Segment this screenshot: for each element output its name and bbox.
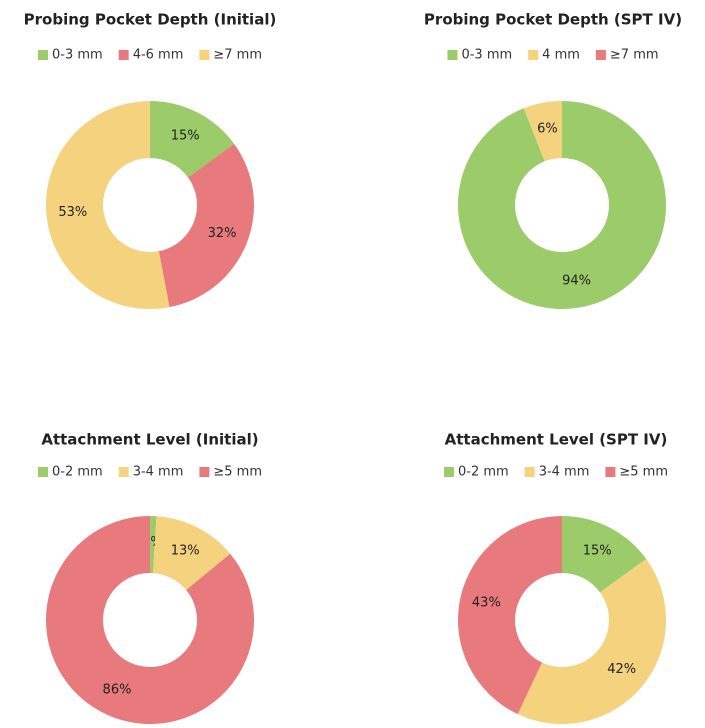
donut-slice [46,516,255,725]
legend-swatch [37,50,48,60]
legend: 0-3 mm 4 mm ≥7 mm [447,48,659,63]
legend: 0-2 mm 3-4 mm ≥5 mm [443,465,668,480]
data-label: 15% [583,543,612,558]
donut-slice [152,516,231,591]
data-label: 42% [607,662,636,677]
donut-chart: Probing Pocket Depth (SPT IV) 0-3 mm 4 mm ≥… [424,11,682,309]
legend-swatch [118,467,129,477]
donut-chart: Attachment Level (Initial) 0-2 mm 3-4 mm ≥5… [37,431,262,725]
data-label: 6% [537,121,558,136]
legend-swatch [595,50,606,60]
legend-label: 3-4 mm [539,465,590,480]
chart-title: Attachment Level (SPT IV) [445,431,668,449]
data-label: 86% [103,683,132,698]
donut-chart: Probing Pocket Depth (Initial) 0-3 mm 4-6 … [24,11,277,309]
legend-swatch [199,467,210,477]
legend-swatch [528,50,539,60]
legend-swatch [447,50,458,60]
donut-slice [523,101,562,162]
legend-label: ≥7 mm [610,48,659,63]
donut-slice [562,516,647,593]
chart-title: Probing Pocket Depth (Initial) [24,11,277,29]
legend-swatch [524,467,535,477]
donut-slice [458,516,562,715]
legend-swatch [199,50,210,60]
donut-slice [457,101,666,309]
donut-slice [517,558,666,724]
legend-label: 4 mm [542,48,580,63]
legend-swatch [118,50,129,60]
donut-slice [46,100,170,309]
legend-label: 3-4 mm [133,465,184,480]
data-label: 94% [562,274,591,289]
legend-label: ≥5 mm [213,465,262,480]
donut-slice [158,143,255,308]
data-label: 53% [58,205,87,220]
legend-label: ≥5 mm [619,465,668,480]
data-label: 15% [171,128,200,143]
legend-label: 0-2 mm [52,465,103,480]
legend-label: ≥7 mm [213,48,262,63]
donut-chart: Attachment Level (SPT IV) 0-2 mm 3-4 mm ≥5 … [443,431,668,724]
legend-swatch [605,467,616,477]
chart-title: Probing Pocket Depth (SPT IV) [424,11,682,29]
legend: 0-2 mm 3-4 mm ≥5 mm [37,465,262,480]
chart-title: Attachment Level (Initial) [41,431,258,449]
data-label: 13% [171,543,200,558]
data-label: 32% [208,226,237,241]
legend-label: 0-3 mm [52,48,103,63]
legend-label: 4-6 mm [133,48,184,63]
legend: 0-3 mm 4-6 mm ≥7 mm [37,48,262,63]
legend-swatch [37,467,48,477]
donut-slice [150,516,157,574]
legend-swatch [443,467,454,477]
donut-slice [150,101,235,178]
legend-label: 0-3 mm [461,48,512,63]
legend-label: 0-2 mm [458,465,509,480]
data-label: 43% [472,596,501,611]
